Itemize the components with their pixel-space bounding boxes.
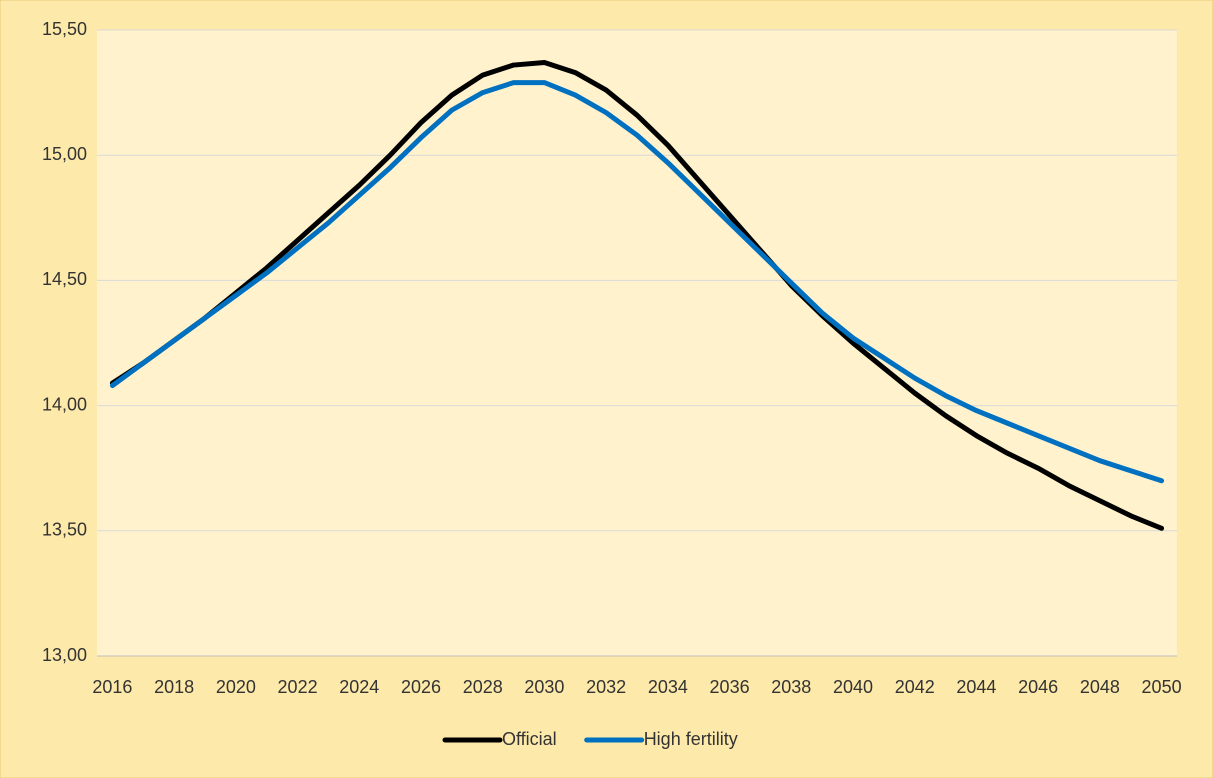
x-tick-label: 2032: [586, 677, 626, 697]
line: [109, 80, 1165, 484]
plot-area: [97, 30, 1177, 656]
y-tick-label: 13,50: [42, 520, 87, 540]
x-tick-label: 2050: [1142, 677, 1182, 697]
x-tick-label: 2024: [339, 677, 379, 697]
x-tick-label: 2018: [154, 677, 194, 697]
x-tick-label: 2048: [1080, 677, 1120, 697]
x-tick-label: 2040: [833, 677, 873, 697]
legend-label: Official: [502, 729, 557, 749]
x-tick-label: 2046: [1018, 677, 1058, 697]
x-tick-label: 2028: [463, 677, 503, 697]
x-tick-label: 2036: [710, 677, 750, 697]
y-tick-label: 15,50: [42, 19, 87, 39]
x-tick-label: 2030: [524, 677, 564, 697]
line: [109, 60, 1165, 531]
x-tick-label: 2022: [278, 677, 318, 697]
y-tick-label: 15,00: [42, 144, 87, 164]
x-tick-label: 2026: [401, 677, 441, 697]
legend-label: High fertility: [644, 729, 738, 749]
x-tick-label: 2016: [92, 677, 132, 697]
y-tick-label: 13,00: [42, 645, 87, 665]
x-tick-label: 2042: [895, 677, 935, 697]
y-tick-label: 14,00: [42, 394, 87, 414]
y-tick-label: 14,50: [42, 269, 87, 289]
x-tick-label: 2044: [956, 677, 996, 697]
x-tick-label: 2020: [216, 677, 256, 697]
x-tick-label: 2034: [648, 677, 688, 697]
x-tick-label: 2038: [771, 677, 811, 697]
